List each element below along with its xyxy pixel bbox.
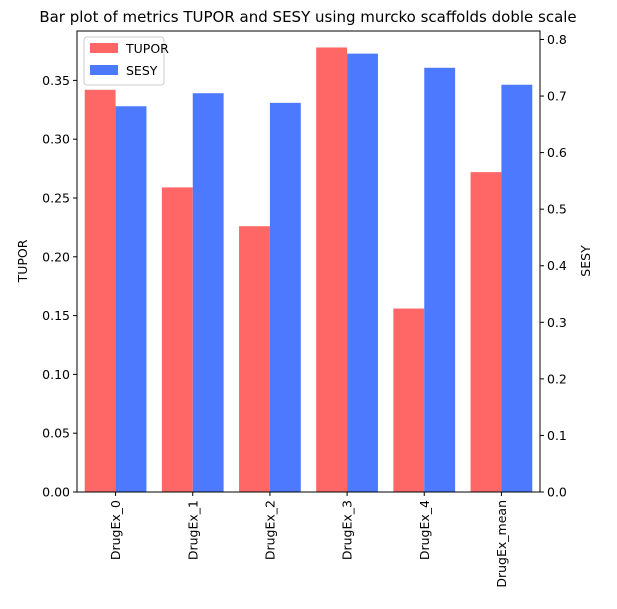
right-tick-label: 0.5 — [547, 202, 567, 217]
left-tick-label: 0.30 — [42, 132, 70, 147]
left-axis-label: TUPOR — [15, 239, 30, 283]
x-tick-label: DrugEx_1 — [185, 500, 200, 560]
bar-tupor-drugex-mean — [470, 172, 502, 493]
plot-frame — [76, 30, 541, 493]
right-tick-label: 0.8 — [547, 32, 567, 47]
left-tick-label: 0.10 — [42, 367, 70, 382]
x-tick-label: DrugEx_4 — [417, 500, 432, 560]
bar-sesy-drugex-0 — [115, 106, 147, 492]
right-tick-label: 0.1 — [547, 428, 567, 443]
right-tick-label: 0.0 — [547, 485, 567, 500]
bar-sesy-drugex-1 — [192, 93, 224, 492]
bar-tupor-drugex-4 — [393, 308, 425, 492]
legend-swatch-tupor — [90, 43, 118, 53]
right-axis: 0.0 0.1 0.2 0.3 0.4 0.5 0.6 0.7 0.8 — [540, 32, 567, 500]
left-tick-label: 0.25 — [42, 190, 70, 205]
bar-sesy-drugex-3 — [347, 53, 378, 493]
legend-label-tupor: TUPOR — [125, 41, 169, 56]
bars-group — [84, 47, 533, 493]
right-axis-label: SESY — [578, 245, 593, 277]
x-tick-label: DrugEx_mean — [494, 500, 509, 588]
x-tick-label: DrugEx_2 — [262, 500, 277, 560]
x-axis: DrugEx_0 DrugEx_1 DrugEx_2 DrugEx_3 DrugEx_4… — [108, 492, 509, 588]
left-tick-label: 0.15 — [42, 308, 70, 323]
bar-sesy-drugex-2 — [269, 102, 301, 493]
bar-tupor-drugex-2 — [239, 226, 270, 492]
chart-title: Bar plot of metrics TUPOR and SESY using… — [39, 8, 576, 26]
right-tick-label: 0.3 — [547, 315, 567, 330]
right-tick-label: 0.4 — [547, 258, 567, 273]
x-tick-label: DrugEx_0 — [108, 500, 123, 560]
bar-tupor-drugex-1 — [161, 187, 193, 493]
right-tick-label: 0.6 — [547, 145, 567, 160]
left-tick-label: 0.05 — [42, 426, 70, 441]
right-tick-label: 0.2 — [547, 371, 567, 386]
legend-label-sesy: SESY — [126, 63, 158, 78]
left-tick-label: 0.35 — [42, 73, 70, 88]
left-tick-label: 0.00 — [42, 485, 70, 500]
right-tick-label: 0.7 — [547, 89, 567, 104]
legend: TUPOR SESY — [83, 36, 169, 86]
legend-swatch-sesy — [90, 65, 118, 75]
bar-tupor-drugex-0 — [84, 89, 116, 492]
left-tick-label: 0.20 — [42, 249, 70, 264]
x-tick-label: DrugEx_3 — [340, 500, 355, 560]
bar-sesy-drugex-mean — [501, 84, 533, 492]
left-axis: 0.00 0.05 0.10 0.15 0.20 0.25 0.30 0.35 — [42, 73, 77, 500]
bar-tupor-drugex-3 — [316, 47, 348, 492]
bar-sesy-drugex-4 — [424, 67, 456, 492]
